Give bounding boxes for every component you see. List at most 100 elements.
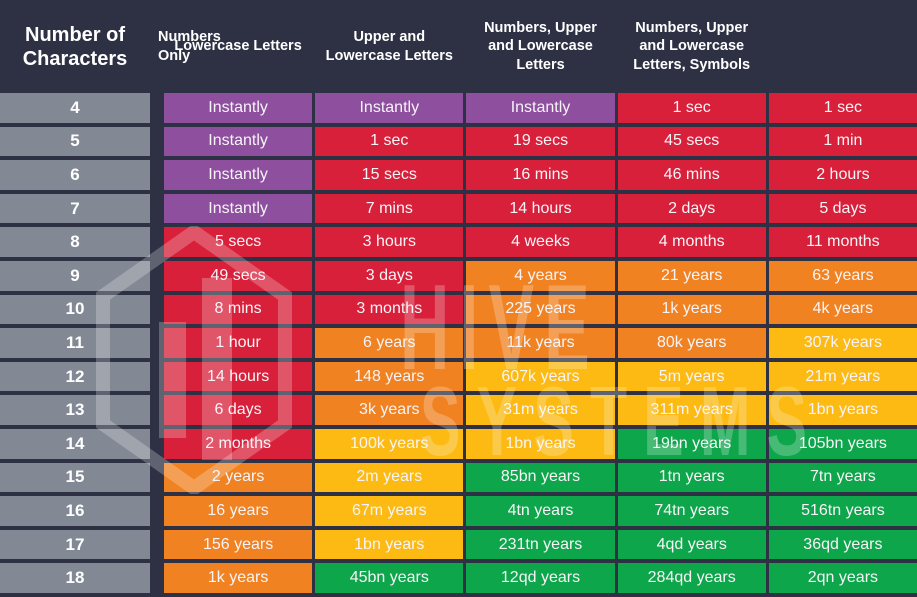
- time-cell: 6 years: [315, 328, 464, 358]
- col-header-numbers-upper-lowercase: Numbers, Upper and Lowercase Letters: [484, 20, 597, 73]
- time-cell: 67m years: [315, 496, 464, 526]
- time-cell: 31m years: [466, 395, 615, 425]
- time-cell: Instantly: [164, 193, 313, 224]
- table-row: 13 6 days 3k years 31m years 311m years 1bn y…: [0, 395, 917, 425]
- time-cell: Instantly: [164, 93, 313, 123]
- time-cell: 231tn years: [466, 529, 615, 560]
- time-cell: 1 hour: [164, 328, 313, 358]
- time-cell: 2qn years: [768, 563, 917, 593]
- table-row: 16 16 years 67m years 4tn years 74tn years 51…: [0, 496, 917, 526]
- time-cell: 46 mins: [617, 160, 766, 190]
- time-cell: 19bn years: [617, 428, 766, 459]
- char-count-cell: 12: [0, 361, 150, 392]
- time-cell: 1bn years: [315, 529, 464, 560]
- time-cell: 607k years: [466, 361, 615, 392]
- time-cell: 16 mins: [466, 160, 615, 190]
- col-header-numbers-only: Numbers Only: [158, 29, 221, 64]
- char-count-cell: 5: [0, 126, 150, 157]
- col-header-upper-lowercase: Upper and Lowercase Letters: [325, 29, 453, 64]
- time-cell: 5m years: [617, 361, 766, 392]
- col-header-num-characters: Number of Characters: [22, 23, 128, 70]
- time-cell: 1 sec: [315, 126, 464, 157]
- char-count-cell: 13: [0, 395, 150, 425]
- char-count-cell: 16: [0, 496, 150, 526]
- time-cell: 3 hours: [315, 227, 464, 257]
- col-header-lowercase: Lowercase Letters: [174, 38, 302, 55]
- char-count-cell: 7: [0, 193, 150, 224]
- time-cell: 148 years: [315, 361, 464, 392]
- char-count-cell: 11: [0, 328, 150, 358]
- table-row: 10 8 mins 3 months 225 years 1k years 4k year…: [0, 294, 917, 325]
- table-row: 6 Instantly 15 secs 16 mins 46 mins 2 hours: [0, 160, 917, 190]
- table-body: 4 Instantly Instantly Instantly 1 sec 1 sec 5 I…: [0, 93, 917, 593]
- time-cell: 1bn years: [768, 395, 917, 425]
- time-cell: 45bn years: [315, 563, 464, 593]
- table-row: 11 1 hour 6 years 11k years 80k years 307k ye…: [0, 328, 917, 358]
- char-count-cell: 4: [0, 93, 150, 123]
- time-cell: 3k years: [315, 395, 464, 425]
- table-row: 5 Instantly 1 sec 19 secs 45 secs 1 min: [0, 126, 917, 157]
- time-cell: 11k years: [466, 328, 615, 358]
- time-cell: 4tn years: [466, 496, 615, 526]
- table-row: 9 49 secs 3 days 4 years 21 years 63 years: [0, 260, 917, 291]
- time-cell: 4k years: [768, 294, 917, 325]
- table-row: 8 5 secs 3 hours 4 weeks 4 months 11 months: [0, 227, 917, 257]
- time-cell: 21m years: [768, 361, 917, 392]
- time-cell: 80k years: [617, 328, 766, 358]
- time-cell: 36qd years: [768, 529, 917, 560]
- time-cell: 45 secs: [617, 126, 766, 157]
- time-cell: 2 days: [617, 193, 766, 224]
- time-cell: 12qd years: [466, 563, 615, 593]
- time-cell: 1tn years: [617, 462, 766, 493]
- table-row: 7 Instantly 7 mins 14 hours 2 days 5 days: [0, 193, 917, 224]
- header-row: Number of Characters Numbers Only Lowerc…: [0, 0, 917, 93]
- time-cell: 311m years: [617, 395, 766, 425]
- time-cell: 63 years: [768, 260, 917, 291]
- time-cell: 307k years: [768, 328, 917, 358]
- time-cell: 14 hours: [466, 193, 615, 224]
- time-cell: 85bn years: [466, 462, 615, 493]
- time-cell: 3 months: [315, 294, 464, 325]
- time-cell: 2 months: [164, 428, 313, 459]
- time-cell: 284qd years: [617, 563, 766, 593]
- time-cell: Instantly: [466, 93, 615, 123]
- time-cell: 4qd years: [617, 529, 766, 560]
- char-count-cell: 18: [0, 563, 150, 593]
- char-count-cell: 8: [0, 227, 150, 257]
- time-cell: 14 hours: [164, 361, 313, 392]
- time-cell: 7tn years: [768, 462, 917, 493]
- time-cell: 1 min: [768, 126, 917, 157]
- time-cell: 11 months: [768, 227, 917, 257]
- time-cell: 156 years: [164, 529, 313, 560]
- time-cell: 516tn years: [768, 496, 917, 526]
- time-cell: 6 days: [164, 395, 313, 425]
- time-cell: 2 hours: [768, 160, 917, 190]
- time-cell: 2 years: [164, 462, 313, 493]
- table-row: 4 Instantly Instantly Instantly 1 sec 1 sec: [0, 93, 917, 123]
- time-cell: 15 secs: [315, 160, 464, 190]
- table-row: 17 156 years 1bn years 231tn years 4qd years…: [0, 529, 917, 560]
- table-row: 18 1k years 45bn years 12qd years 284qd year…: [0, 563, 917, 593]
- time-cell: 100k years: [315, 428, 464, 459]
- time-cell: 2m years: [315, 462, 464, 493]
- time-cell: 1 sec: [768, 93, 917, 123]
- time-cell: 19 secs: [466, 126, 615, 157]
- table-row: 12 14 hours 148 years 607k years 5m years 21m…: [0, 361, 917, 392]
- time-cell: 1bn years: [466, 428, 615, 459]
- time-cell: 49 secs: [164, 260, 313, 291]
- time-cell: 8 mins: [164, 294, 313, 325]
- time-cell: Instantly: [164, 126, 313, 157]
- time-cell: 1k years: [164, 563, 313, 593]
- time-cell: 21 years: [617, 260, 766, 291]
- time-cell: 4 months: [617, 227, 766, 257]
- time-cell: 5 days: [768, 193, 917, 224]
- time-cell: 7 mins: [315, 193, 464, 224]
- time-cell: 5 secs: [164, 227, 313, 257]
- time-cell: 1k years: [617, 294, 766, 325]
- time-cell: Instantly: [164, 160, 313, 190]
- table-row: 14 2 months 100k years 1bn years 19bn years 1…: [0, 428, 917, 459]
- time-cell: Instantly: [315, 93, 464, 123]
- char-count-cell: 17: [0, 529, 150, 560]
- time-cell: 16 years: [164, 496, 313, 526]
